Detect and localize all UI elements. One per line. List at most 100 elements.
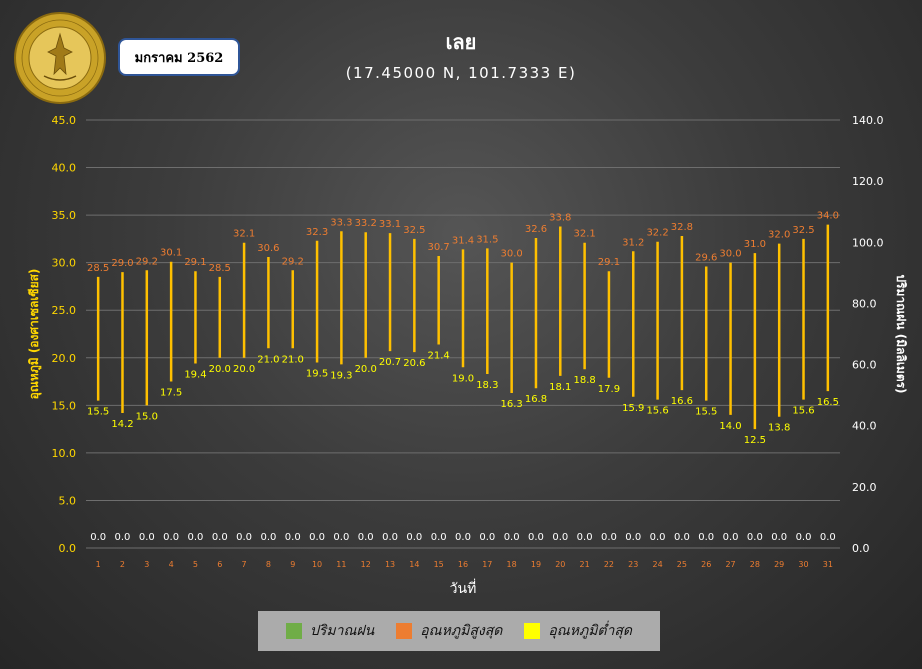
max-temp-label: 32.5	[792, 225, 814, 236]
x-tick-label: 17	[482, 560, 492, 569]
min-temp-label: 18.8	[573, 375, 595, 386]
x-tick-label: 4	[169, 560, 174, 569]
max-temp-label: 32.3	[306, 227, 328, 238]
max-temp-label: 30.0	[501, 249, 523, 260]
x-tick-label: 11	[336, 560, 346, 569]
x-tick-label: 29	[774, 560, 784, 569]
x-tick-label: 1	[96, 560, 101, 569]
x-tick-label: 20	[555, 560, 565, 569]
min-temp-label: 20.7	[379, 357, 401, 368]
rain-label: 0.0	[504, 532, 520, 543]
y-tick-label: 5.0	[59, 494, 77, 507]
min-temp-label: 20.0	[233, 364, 255, 375]
x-tick-label: 6	[217, 560, 222, 569]
min-temp-label: 16.6	[671, 396, 693, 407]
x-tick-label: 15	[434, 560, 444, 569]
legend-swatch-rain	[285, 623, 302, 639]
max-temp-label: 32.0	[768, 230, 790, 241]
x-tick-label: 10	[312, 560, 322, 569]
min-temp-label: 19.0	[452, 373, 474, 384]
y-tick-label: 30.0	[52, 257, 77, 270]
min-temp-label: 16.3	[501, 399, 523, 410]
max-temp-label: 29.2	[282, 256, 304, 267]
max-temp-label: 30.0	[719, 249, 741, 260]
min-temp-label: 21.4	[428, 350, 450, 361]
y-tick-label: 20.0	[52, 352, 77, 365]
y2-tick-label: 20.0	[852, 481, 877, 494]
rain-label: 0.0	[187, 532, 203, 543]
tmd-logo	[14, 12, 106, 104]
x-tick-label: 9	[290, 560, 295, 569]
min-temp-label: 14.0	[719, 421, 741, 432]
rain-label: 0.0	[358, 532, 374, 543]
rain-label: 0.0	[479, 532, 495, 543]
max-temp-label: 31.4	[452, 235, 474, 246]
max-temp-label: 29.0	[111, 258, 133, 269]
rain-label: 0.0	[455, 532, 471, 543]
x-tick-label: 30	[798, 560, 808, 569]
rain-label: 0.0	[260, 532, 276, 543]
y-tick-label: 35.0	[52, 209, 77, 222]
min-temp-label: 20.0	[209, 364, 231, 375]
max-temp-label: 32.1	[233, 229, 255, 240]
rain-label: 0.0	[431, 532, 447, 543]
x-tick-label: 12	[361, 560, 371, 569]
y2-tick-label: 80.0	[852, 297, 877, 310]
max-temp-label: 31.0	[744, 239, 766, 250]
rain-label: 0.0	[528, 532, 544, 543]
x-tick-label: 8	[266, 560, 271, 569]
min-temp-label: 16.8	[525, 394, 547, 405]
y2-tick-label: 120.0	[852, 175, 884, 188]
max-temp-label: 29.1	[598, 257, 620, 268]
x-axis-label: วันที่	[450, 579, 477, 597]
max-temp-label: 30.7	[428, 242, 450, 253]
min-temp-label: 19.3	[330, 370, 352, 381]
min-temp-label: 21.0	[282, 354, 304, 365]
max-temp-label: 31.2	[622, 237, 644, 248]
max-temp-label: 32.5	[403, 225, 425, 236]
rain-label: 0.0	[723, 532, 739, 543]
min-temp-label: 13.8	[768, 423, 790, 434]
rain-label: 0.0	[552, 532, 568, 543]
legend-label-min: อุณหภูมิต่ำสุด	[548, 623, 633, 639]
max-temp-label: 33.3	[330, 217, 352, 228]
max-temp-label: 28.5	[209, 263, 231, 274]
x-tick-label: 21	[580, 560, 590, 569]
y-tick-label: 10.0	[52, 447, 77, 460]
min-temp-label: 20.0	[355, 364, 377, 375]
x-tick-label: 7	[242, 560, 247, 569]
y2-tick-label: 100.0	[852, 236, 884, 249]
rain-label: 0.0	[650, 532, 666, 543]
max-temp-label: 32.8	[671, 222, 693, 233]
min-temp-label: 15.5	[87, 407, 109, 418]
min-temp-label: 14.2	[111, 419, 133, 430]
rain-label: 0.0	[747, 532, 763, 543]
min-temp-label: 15.6	[646, 406, 668, 417]
x-tick-label: 19	[531, 560, 541, 569]
min-temp-label: 15.9	[622, 403, 644, 414]
max-temp-label: 28.5	[87, 263, 109, 274]
rain-label: 0.0	[139, 532, 155, 543]
rain-label: 0.0	[577, 532, 593, 543]
x-tick-label: 26	[701, 560, 711, 569]
x-tick-label: 2	[120, 560, 125, 569]
rain-label: 0.0	[309, 532, 325, 543]
legend: ปริมาณฝน อุณหภูมิสูงสุด อุณหภูมิต่ำสุด	[258, 611, 660, 651]
max-temp-label: 34.0	[817, 211, 839, 222]
rain-label: 0.0	[90, 532, 106, 543]
y-axis-label: อุณหภูมิ (องศาเซลเซียส)	[27, 269, 42, 400]
max-temp-label: 32.1	[573, 229, 595, 240]
rain-label: 0.0	[698, 532, 714, 543]
min-temp-label: 20.6	[403, 358, 425, 369]
x-tick-label: 24	[652, 560, 662, 569]
y2-tick-label: 0.0	[852, 542, 870, 555]
min-temp-label: 15.0	[136, 411, 158, 422]
min-temp-label: 15.5	[695, 407, 717, 418]
max-temp-label: 32.2	[646, 228, 668, 239]
y2-tick-label: 40.0	[852, 420, 877, 433]
rain-label: 0.0	[674, 532, 690, 543]
x-tick-label: 28	[750, 560, 760, 569]
y2-tick-label: 140.0	[852, 114, 884, 127]
y-tick-label: 25.0	[52, 304, 77, 317]
